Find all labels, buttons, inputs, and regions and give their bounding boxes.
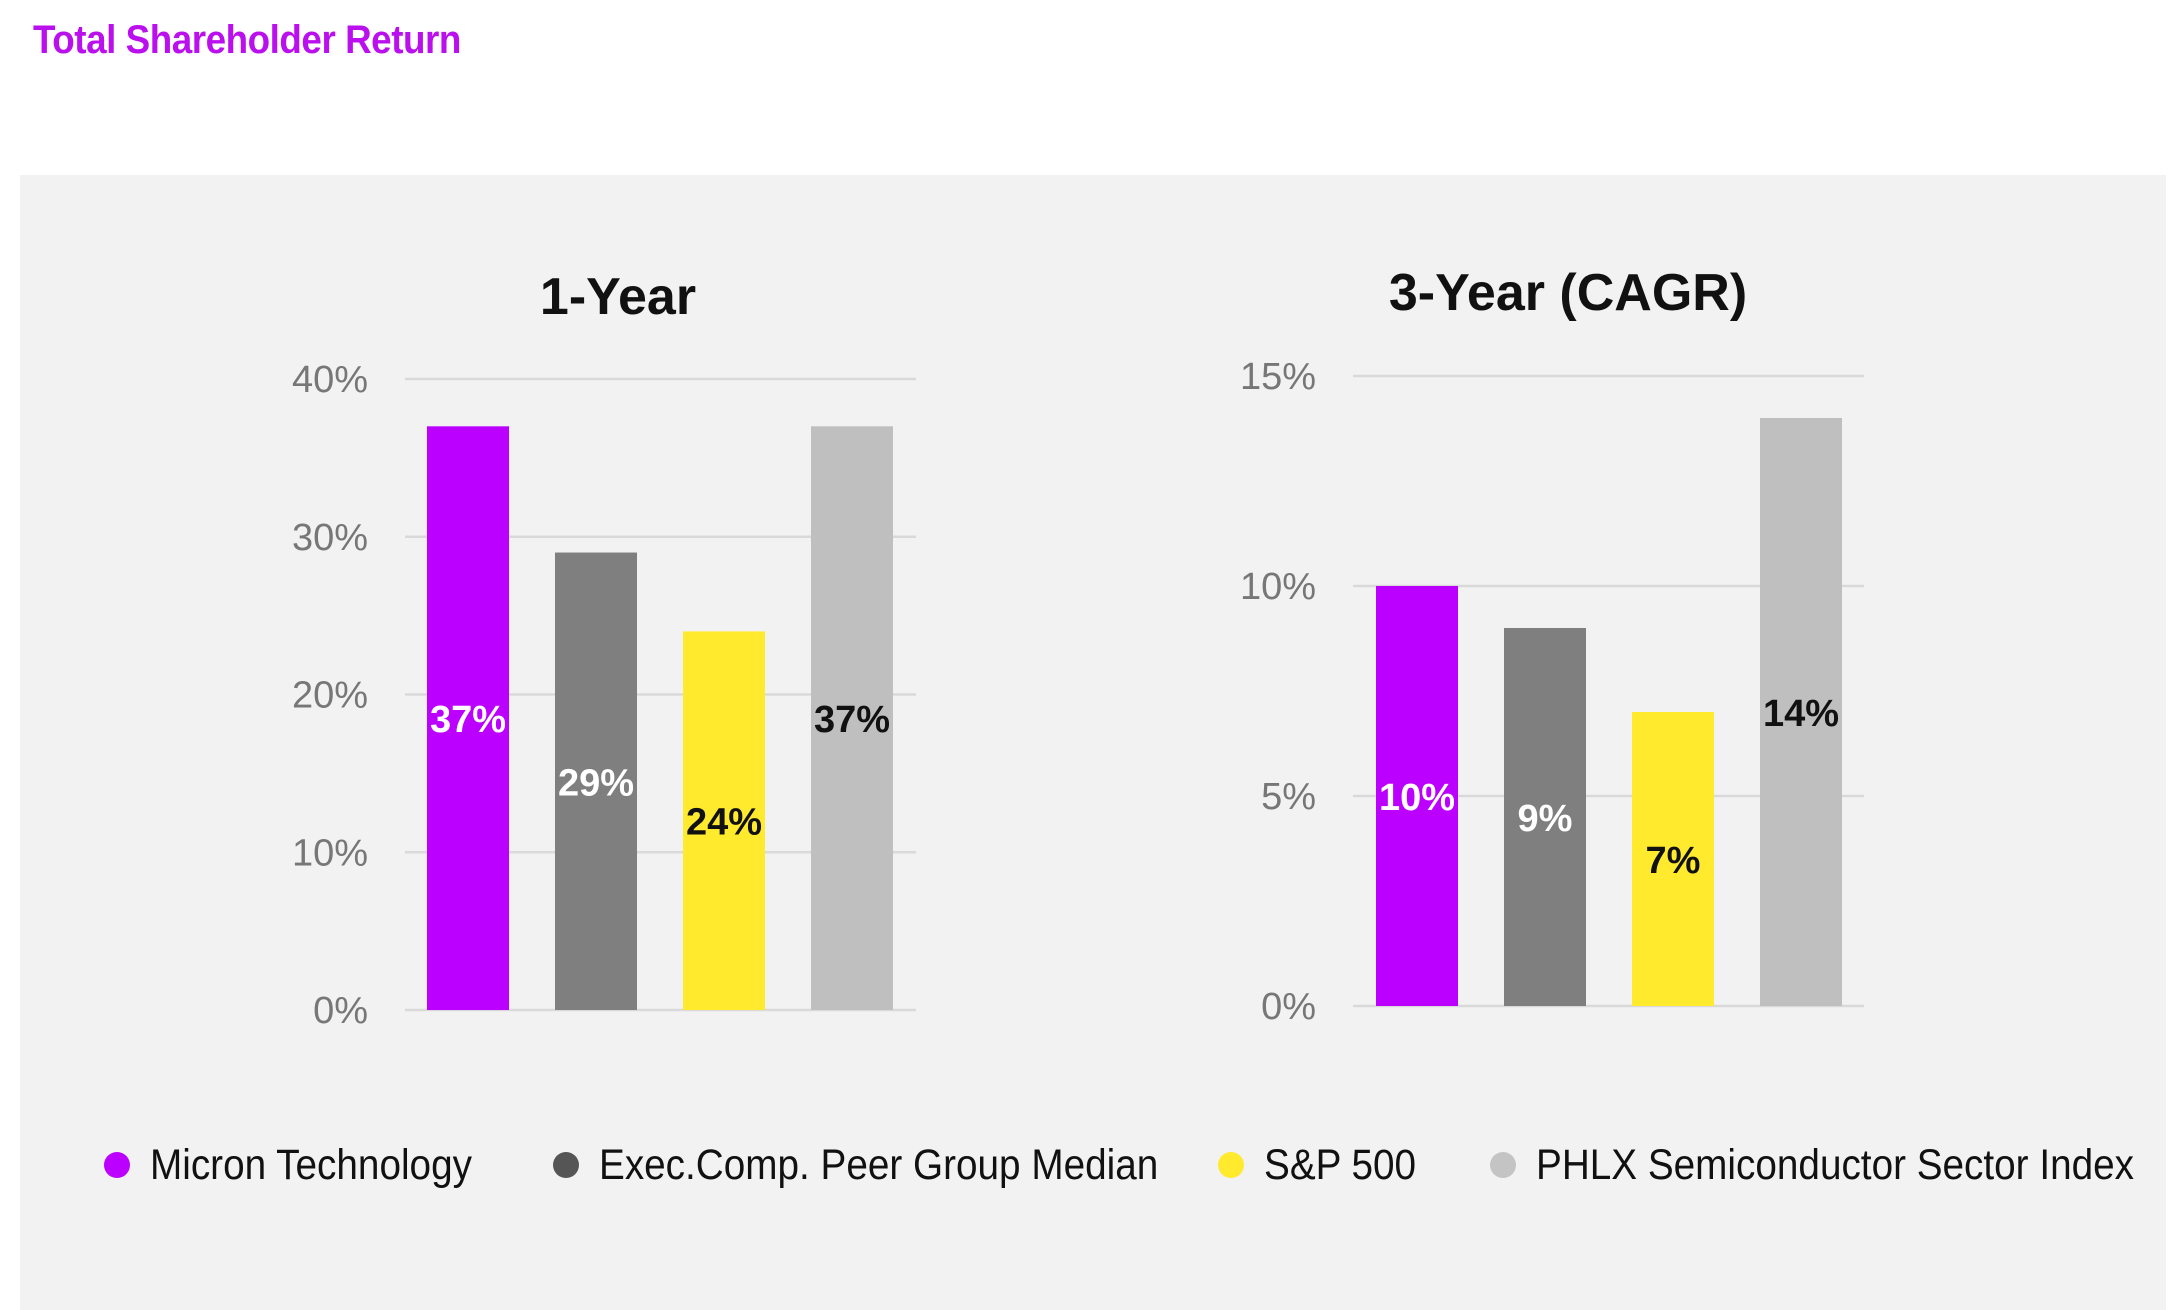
legend-dot-icon (553, 1152, 579, 1178)
y-tick-label: 10% (1240, 566, 1316, 608)
bar (811, 426, 893, 1010)
bar (1376, 586, 1458, 1006)
data-label: 9% (1518, 798, 1573, 840)
legend-item-phlx: PHLX Semiconductor Sector Index (1490, 1130, 2184, 1200)
data-label: 37% (430, 699, 506, 741)
data-label: 10% (1379, 777, 1455, 819)
bar (683, 631, 765, 1010)
legend-label: PHLX Semiconductor Sector Index (1536, 1140, 2135, 1189)
legend-label: Exec.Comp. Peer Group Median (599, 1140, 1159, 1189)
legend-item-sp500: S&P 500 (1218, 1130, 1433, 1200)
bar (1760, 418, 1842, 1006)
y-tick-label: 20% (292, 675, 368, 717)
legend-dot-icon (1218, 1152, 1244, 1178)
bar (1632, 712, 1714, 1006)
legend-label: S&P 500 (1264, 1140, 1417, 1189)
legend-item-micron: Micron Technology (104, 1130, 508, 1200)
y-tick-label: 5% (1261, 776, 1316, 818)
data-label: 24% (686, 802, 762, 844)
bar (1504, 628, 1586, 1006)
legend-dot-icon (104, 1152, 130, 1178)
data-label: 37% (814, 699, 890, 741)
y-tick-label: 15% (1240, 356, 1316, 398)
legend-dot-icon (1490, 1152, 1516, 1178)
page-title: Total Shareholder Return (33, 18, 461, 62)
bar (427, 426, 509, 1010)
data-label: 7% (1646, 840, 1701, 882)
chart-title: 1-Year (540, 268, 696, 326)
data-label: 29% (558, 762, 634, 804)
y-tick-label: 0% (1261, 986, 1316, 1028)
bar (555, 552, 637, 1010)
legend-item-peer-group: Exec.Comp. Peer Group Median (553, 1130, 1220, 1200)
y-tick-label: 30% (292, 517, 368, 559)
data-label: 14% (1763, 693, 1839, 735)
y-tick-label: 10% (292, 832, 368, 874)
y-tick-label: 0% (313, 990, 368, 1032)
chart-title: 3-Year (CAGR) (1389, 264, 1747, 322)
y-tick-label: 40% (292, 359, 368, 401)
legend-label: Micron Technology (150, 1140, 472, 1189)
chart-legend: Micron Technology Exec.Comp. Peer Group … (0, 1130, 2184, 1200)
